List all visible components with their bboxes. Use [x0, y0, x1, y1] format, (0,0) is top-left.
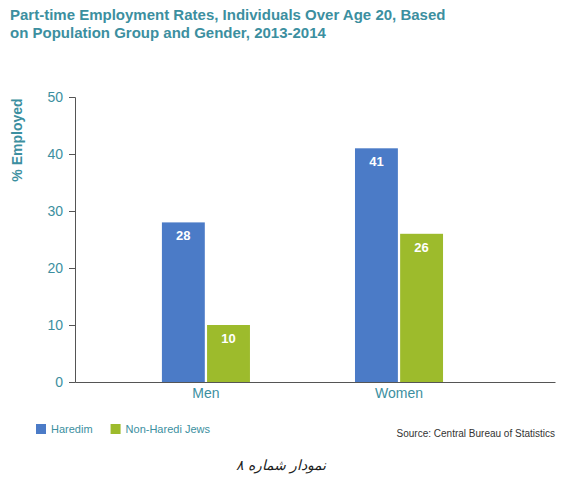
data-label: 28: [176, 228, 190, 243]
y-tick: 30: [47, 203, 75, 219]
bars: [162, 148, 443, 382]
y-axis-line: [69, 98, 76, 383]
legend-label: Non-Haredi Jews: [126, 423, 211, 435]
legend-swatch: [111, 424, 121, 434]
x-axis-line: [76, 382, 556, 383]
y-tick-mark: [69, 382, 75, 383]
bar: [162, 222, 205, 382]
chart: Part-time Employment Rates, Individuals …: [0, 0, 562, 481]
y-tick-label: 20: [47, 260, 63, 276]
y-tick-mark: [69, 268, 75, 269]
y-tick-label: 40: [47, 146, 63, 162]
data-label: 41: [369, 154, 383, 169]
y-tick-mark: [69, 154, 75, 155]
y-tick: 40: [47, 146, 75, 162]
legend-item: Non-Haredi Jews: [111, 423, 211, 435]
y-tick-mark: [69, 97, 75, 98]
y-axis: 0 10 20 30 40 50: [47, 89, 75, 390]
data-labels: 28 41 10 26: [176, 154, 429, 346]
y-tick-mark: [69, 211, 75, 212]
y-tick-label: 30: [47, 203, 63, 219]
legend-swatch: [36, 424, 46, 434]
x-tick: Women: [375, 385, 423, 401]
y-tick-label: 10: [47, 317, 63, 333]
bar: [400, 234, 443, 382]
source: Source: Central Bureau of Statistics: [397, 428, 555, 439]
caption: نمودار شماره ۸: [236, 457, 328, 474]
data-label: 26: [414, 240, 428, 255]
y-tick-mark: [69, 325, 75, 326]
bar: [207, 325, 250, 382]
x-tick-label: Men: [192, 385, 219, 401]
y-tick: 10: [47, 317, 75, 333]
legend-item: Haredim: [36, 423, 93, 435]
y-tick-label: 0: [55, 374, 63, 390]
y-tick: 50: [47, 89, 75, 105]
x-tick: Men: [192, 385, 219, 401]
legend-label: Haredim: [51, 423, 93, 435]
x-tick-label: Women: [375, 385, 423, 401]
y-tick-label: 50: [47, 89, 63, 105]
title: Part-time Employment Rates, Individuals …: [10, 6, 445, 41]
data-label: 10: [221, 331, 235, 346]
y-axis-title: % Employed: [9, 98, 25, 181]
x-axis: Men Women: [76, 383, 556, 401]
y-tick: 0: [55, 374, 75, 390]
y-tick: 20: [47, 260, 75, 276]
legend: Haredim Non-Haredi Jews: [36, 423, 210, 435]
bar: [355, 148, 398, 382]
